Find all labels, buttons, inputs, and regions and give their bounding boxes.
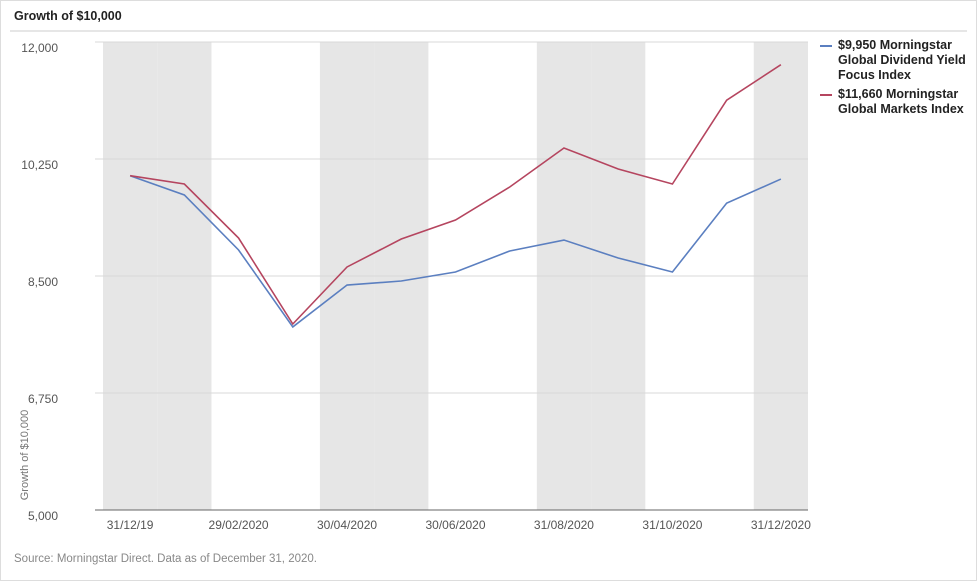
- y-tick-label: 10,250: [21, 158, 58, 172]
- x-tick-label: 31/08/2020: [534, 518, 594, 532]
- y-tick-label: 8,500: [28, 275, 58, 289]
- y-tick-label: 12,000: [21, 41, 58, 55]
- series-line: [129, 174, 782, 329]
- legend-item: $11,660 Morningstar Global Markets Index: [818, 87, 977, 117]
- legend-label: $11,660 Morningstar Global Markets Index: [838, 87, 964, 116]
- legend-swatch: [820, 94, 832, 96]
- legend-item: $9,950 Morningstar Global Dividend Yield…: [818, 38, 977, 83]
- legend: $9,950 Morningstar Global Dividend Yield…: [818, 38, 977, 121]
- y-tick-label: 5,000: [28, 509, 58, 523]
- x-tick-label: 30/06/2020: [425, 518, 485, 532]
- x-tick-label: 31/12/2020: [751, 518, 811, 532]
- x-tick-label: 30/04/2020: [317, 518, 377, 532]
- source-note: Source: Morningstar Direct. Data as of D…: [14, 553, 317, 565]
- y-axis-title: Growth of $10,000: [19, 410, 31, 501]
- x-tick-label: 31/12/19: [107, 518, 154, 532]
- y-tick-label: 6,750: [28, 392, 58, 406]
- legend-swatch: [820, 45, 832, 47]
- legend-label: $9,950 Morningstar Global Dividend Yield…: [838, 38, 966, 82]
- series-line: [129, 64, 782, 326]
- chart-title: Growth of $10,000: [14, 9, 122, 23]
- x-tick-label: 31/10/2020: [642, 518, 702, 532]
- x-tick-label: 29/02/2020: [209, 518, 269, 532]
